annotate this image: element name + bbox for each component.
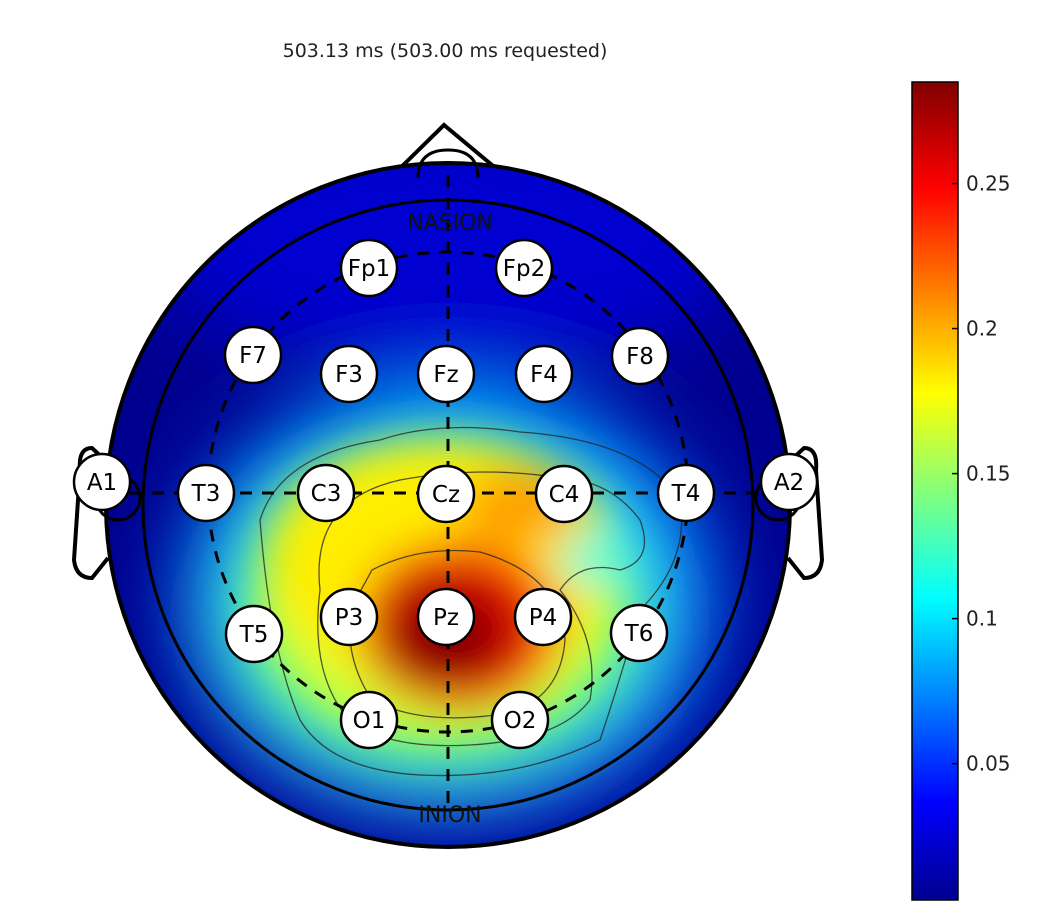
- electrode-marker: [319, 587, 379, 647]
- electrode-marker: [176, 463, 236, 523]
- electrode-f4: F4: [514, 344, 574, 404]
- electrode-label: Cz: [432, 482, 460, 508]
- nose-outline: [386, 122, 512, 182]
- electrode-label: A2: [774, 470, 804, 496]
- colorbar-tick-label: 0.05: [966, 752, 1011, 776]
- electrode-label: F3: [335, 362, 363, 388]
- electrode-cz: Cz: [416, 464, 476, 524]
- electrode-f7: F7: [223, 325, 283, 385]
- electrode-marker: [490, 690, 550, 750]
- electrode-marker: [759, 452, 819, 512]
- colorbar-tick-label: 0.25: [966, 172, 1011, 196]
- electrode-marker: [296, 463, 356, 523]
- electrode-t5: T5: [224, 604, 284, 664]
- electrode-label: Fz: [433, 362, 458, 388]
- nasion-marker: [416, 148, 480, 179]
- electrode-pz: Pz: [416, 587, 476, 647]
- electrode-label: F7: [239, 343, 267, 369]
- electrode-marker: [224, 604, 284, 664]
- electrode-label: F4: [530, 362, 558, 388]
- plot-title: 503.13 ms (503.00 ms requested): [282, 40, 608, 62]
- electrode-markers: Fp1 Fp2 F7 F3 Fz F4 F8 A1 T3 C3 Cz C4 T4 A2 T5 P3 Pz P4 T6…: [72, 238, 819, 750]
- electrode-label: P4: [529, 605, 558, 631]
- electrode-label: O2: [504, 708, 537, 734]
- electrode-marker: [494, 238, 554, 298]
- electrode-p4: P4: [513, 587, 573, 647]
- electrode-marker: [656, 463, 716, 523]
- electrode-a2: A2: [759, 452, 819, 512]
- electrode-t3: T3: [176, 463, 236, 523]
- electrode-a1: A1: [72, 452, 132, 512]
- electrode-c3: C3: [296, 463, 356, 523]
- electrode-label: C3: [311, 481, 342, 507]
- electrode-marker: [534, 464, 594, 524]
- electrode-label: Fp2: [503, 256, 545, 282]
- electrode-label: T3: [191, 481, 221, 507]
- electrode-label: O1: [353, 708, 386, 734]
- electrode-fz: Fz: [416, 344, 476, 404]
- electrode-t4: T4: [656, 463, 716, 523]
- colorbar-tick-label: 0.2: [966, 317, 998, 341]
- inion-label: INION: [418, 803, 481, 828]
- electrode-marker: [223, 325, 283, 385]
- electrode-fp2: Fp2: [494, 238, 554, 298]
- electrode-o2: O2: [490, 690, 550, 750]
- electrode-o1: O1: [339, 690, 399, 750]
- electrode-marker: [610, 326, 670, 386]
- electrode-fp1: Fp1: [339, 238, 399, 298]
- electrode-label: Pz: [433, 605, 459, 631]
- electrode-f3: F3: [319, 344, 379, 404]
- electrode-label: T6: [624, 621, 654, 647]
- electrode-marker: [416, 587, 476, 647]
- electrode-t6: T6: [609, 603, 669, 663]
- nasion-label: NASION: [407, 211, 493, 236]
- colorbar-tick-label: 0.15: [966, 462, 1011, 486]
- electrode-marker: [416, 344, 476, 404]
- electrode-label: T4: [671, 481, 701, 507]
- electrode-marker: [514, 344, 574, 404]
- electrode-marker: [513, 587, 573, 647]
- electrode-label: A1: [87, 470, 117, 496]
- electrode-marker: [72, 452, 132, 512]
- electrode-marker: [609, 603, 669, 663]
- colorbar: [911, 81, 959, 901]
- colorbar-tick-label: 0.1: [966, 607, 998, 631]
- electrode-f8: F8: [610, 326, 670, 386]
- electrode-marker: [339, 690, 399, 750]
- electrode-label: Fp1: [348, 256, 390, 282]
- electrode-marker: [339, 238, 399, 298]
- electrode-p3: P3: [319, 587, 379, 647]
- electrode-label: F8: [626, 344, 654, 370]
- electrode-c4: C4: [534, 464, 594, 524]
- electrode-label: T5: [239, 622, 269, 648]
- electrode-marker: [319, 344, 379, 404]
- electrode-marker: [416, 464, 476, 524]
- electrode-label: P3: [335, 605, 364, 631]
- electrode-label: C4: [549, 482, 580, 508]
- colorbar-ticks: 0.25 0.2 0.15 0.1 0.05: [952, 172, 1011, 776]
